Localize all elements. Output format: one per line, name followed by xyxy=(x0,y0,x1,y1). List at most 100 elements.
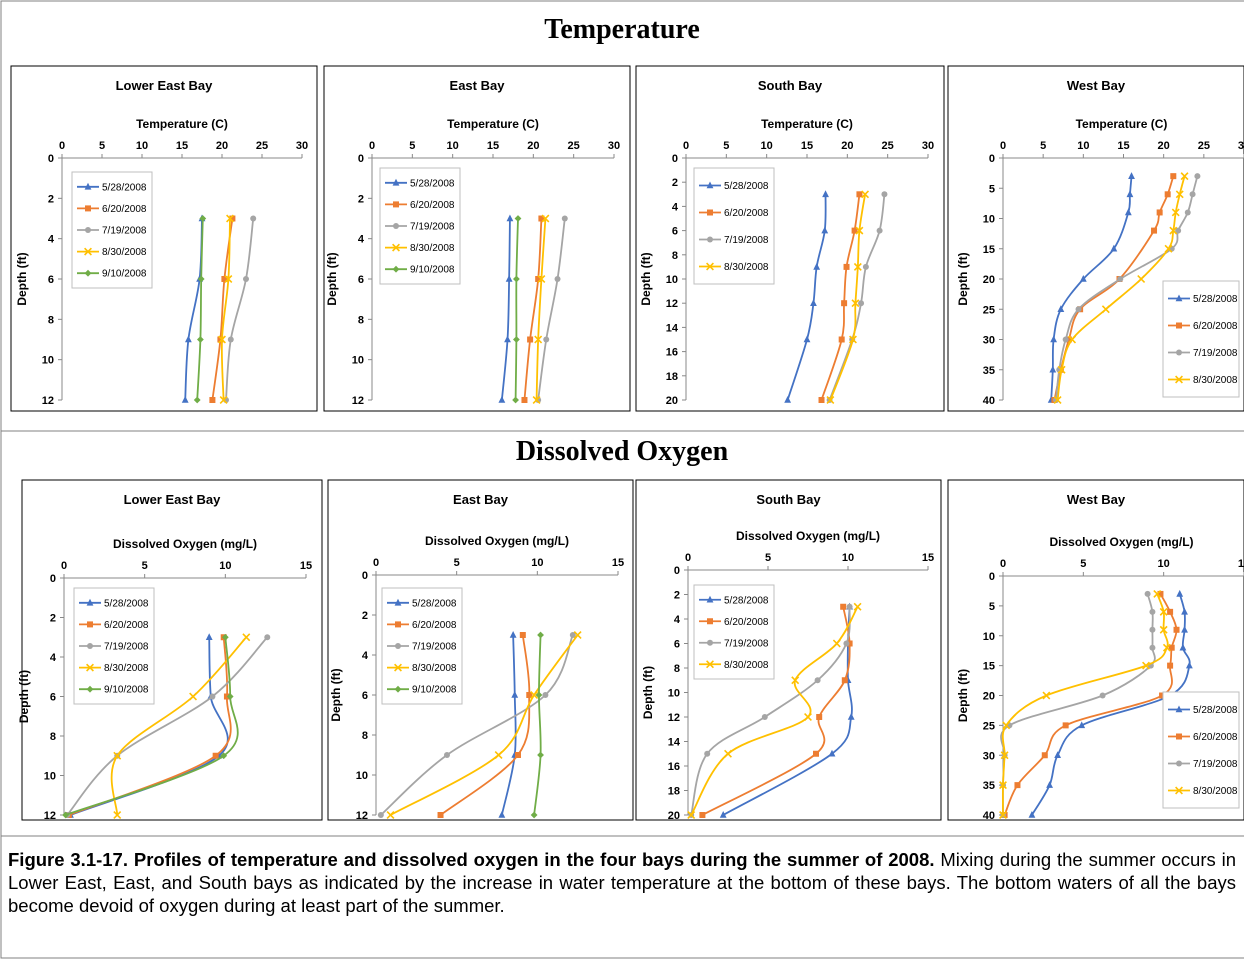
chart-title: East Bay xyxy=(453,492,509,507)
data-point xyxy=(543,336,550,343)
x-tick-label: 5 xyxy=(454,557,460,569)
data-point xyxy=(1149,626,1156,633)
data-point xyxy=(264,634,271,641)
data-point xyxy=(1117,276,1124,282)
legend-label: 7/19/2008 xyxy=(410,222,455,233)
data-point xyxy=(1041,752,1048,759)
data-point xyxy=(784,396,792,403)
data-point xyxy=(229,215,236,222)
x-axis-label: Dissolved Oxygen (mg/L) xyxy=(736,529,880,543)
series-5-28-2008 xyxy=(498,631,519,818)
legend-marker xyxy=(86,663,94,672)
data-point xyxy=(250,215,257,222)
chart-panel-3: South Bay Temperature (C) Depth (ft) 0 5 10 15… xyxy=(635,65,945,412)
chart-frame xyxy=(327,479,634,821)
data-point xyxy=(1042,691,1051,700)
data-point xyxy=(1028,811,1036,818)
data-point xyxy=(851,299,860,308)
series-8-30-2008 xyxy=(1053,172,1189,404)
series-6-20-2008 xyxy=(437,632,533,818)
plot-area: 0 5 10 15 20 25 30 0 2 4 6 8 10 12 5/28/2008 6/20/2008 7… xyxy=(42,140,308,407)
x-tick-label: 15 xyxy=(1117,140,1129,152)
data-point xyxy=(1068,335,1077,344)
legend-marker xyxy=(84,247,92,256)
y-tick-label: 0 xyxy=(358,153,364,165)
chart-frame xyxy=(635,65,945,412)
legend-marker xyxy=(394,685,402,693)
y-tick-label: 12 xyxy=(42,395,54,407)
x-tick-label: 30 xyxy=(296,140,308,152)
legend-box xyxy=(1162,691,1240,809)
x-tick-label: 20 xyxy=(1158,140,1170,152)
data-point xyxy=(386,811,395,819)
data-point xyxy=(855,226,864,235)
y-tick-label: 8 xyxy=(50,731,56,743)
chart-title: Lower East Bay xyxy=(124,492,222,507)
data-point xyxy=(1175,190,1184,199)
data-point xyxy=(1110,244,1118,252)
chart-frame xyxy=(21,479,323,821)
series-line xyxy=(1003,593,1178,816)
y-axis-label: Depth (ft) xyxy=(956,252,970,305)
data-point xyxy=(526,692,533,698)
y-tick-label: 0 xyxy=(48,153,54,165)
data-point xyxy=(1175,227,1182,234)
legend: 5/28/2008 6/20/2008 7/19/2008 8/30/2008 9/10… xyxy=(71,171,153,289)
data-point xyxy=(1159,607,1168,616)
y-tick-label: 15 xyxy=(983,244,995,256)
x-tick-label: 20 xyxy=(216,140,228,152)
legend-marker xyxy=(86,685,94,693)
legend-label: 7/19/2008 xyxy=(412,642,457,653)
data-point xyxy=(846,640,853,647)
legend-label: 8/30/2008 xyxy=(724,262,769,273)
y-tick-label: 12 xyxy=(666,298,678,310)
series-7-19-2008 xyxy=(1053,173,1201,403)
legend-marker xyxy=(706,262,714,271)
data-point xyxy=(761,714,768,720)
data-point xyxy=(849,335,857,344)
x-tick-label: 10 xyxy=(531,557,543,569)
data-point xyxy=(227,336,234,343)
legend: 5/28/2008 6/20/2008 7/19/2008 8/30/2008 xyxy=(693,584,775,680)
legend-box xyxy=(1162,280,1240,398)
data-point xyxy=(532,396,541,404)
data-point xyxy=(514,752,521,758)
legend-label: 7/19/2008 xyxy=(1193,348,1238,359)
plot-area: 0 5 10 15 0 2 4 6 8 10 12 5/28/2008 6/20/2008 7/19/20… xyxy=(356,557,624,822)
y-tick-label: 10 xyxy=(666,274,678,286)
x-tick-label: 15 xyxy=(1238,558,1244,570)
data-point xyxy=(1065,336,1072,343)
chart-panel-8: West Bay Dissolved Oxygen (mg/L) Depth (ft… xyxy=(947,479,1244,822)
series-line xyxy=(533,634,542,816)
data-point xyxy=(1057,305,1065,313)
data-point xyxy=(704,750,711,757)
legend-marker xyxy=(1176,760,1182,767)
chart-panel-5: Lower East Bay Dissolved Oxygen (mg/L) Dep… xyxy=(17,479,323,822)
series-line xyxy=(211,218,234,401)
data-point xyxy=(1167,608,1174,615)
series-9-10-2008 xyxy=(530,631,544,819)
data-point xyxy=(561,215,568,222)
chart-title: East Bay xyxy=(450,78,506,93)
data-point xyxy=(853,602,862,611)
series-line xyxy=(514,218,519,401)
y-axis-label: Depth (ft) xyxy=(956,669,970,722)
chart-title: West Bay xyxy=(1067,492,1126,507)
data-point xyxy=(847,713,855,720)
data-point xyxy=(197,275,205,283)
data-point xyxy=(816,714,823,720)
data-point xyxy=(1101,305,1110,314)
x-tick-label: 20 xyxy=(527,140,539,152)
data-point xyxy=(1075,306,1082,313)
y-tick-label: 12 xyxy=(356,810,368,822)
series-8-30-2008 xyxy=(999,589,1171,819)
series-6-20-2008 xyxy=(521,215,545,403)
x-tick-label: 0 xyxy=(685,552,691,564)
data-point xyxy=(221,276,228,282)
y-tick-label: 6 xyxy=(672,226,678,238)
data-point xyxy=(687,811,696,819)
x-tick-label: 25 xyxy=(568,140,580,152)
series-9-10-2008 xyxy=(512,215,522,404)
oxygen-title: Dissolved Oxygen xyxy=(515,436,729,467)
